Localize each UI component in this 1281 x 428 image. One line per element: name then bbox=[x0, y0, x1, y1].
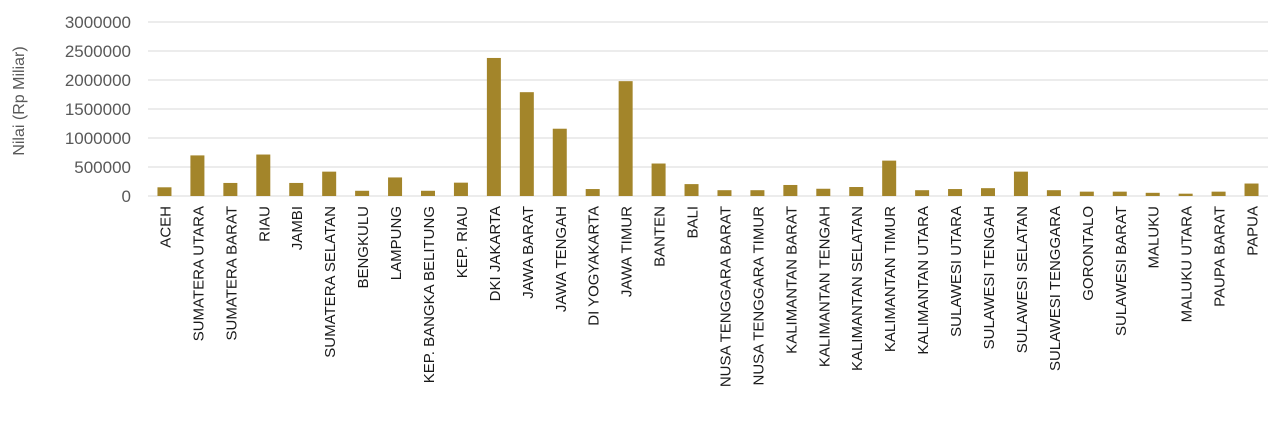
x-tick-label: NUSA TENGGARA TIMUR bbox=[750, 206, 767, 386]
bar bbox=[750, 190, 765, 196]
bar bbox=[816, 188, 831, 196]
y-axis-title: Nilai (Rp Miliar) bbox=[11, 46, 28, 155]
bar bbox=[1211, 191, 1226, 196]
bar bbox=[1244, 183, 1259, 196]
x-tick-label: SULAWESI SELATAN bbox=[1014, 206, 1031, 353]
bar bbox=[157, 187, 172, 196]
bar bbox=[684, 184, 699, 196]
y-tick-label: 500000 bbox=[74, 158, 131, 177]
x-tick-label: KALIMANTAN TENGAH bbox=[816, 206, 833, 367]
bar bbox=[783, 184, 798, 196]
bar bbox=[519, 92, 534, 196]
x-tick-label: KEP. RIAU bbox=[454, 206, 471, 278]
x-tick-label: RIAU bbox=[256, 206, 273, 242]
bar bbox=[849, 187, 864, 196]
bar bbox=[453, 182, 468, 196]
x-tick-label: MALUKU bbox=[1146, 206, 1163, 269]
x-tick-label: LAMPUNG bbox=[388, 206, 405, 280]
bar bbox=[651, 163, 666, 196]
bar bbox=[717, 190, 732, 196]
x-tick-label: BENGKULU bbox=[355, 206, 372, 289]
x-tick-label: KALIMANTAN UTARA bbox=[915, 206, 932, 355]
x-tick-label: KALIMANTAN SELATAN bbox=[849, 206, 866, 371]
x-tick-label: SUMATERA BARAT bbox=[223, 206, 240, 340]
bars bbox=[157, 57, 1259, 197]
x-tick-label: SULAWESI TENGGARA bbox=[1047, 206, 1064, 371]
y-tick-label: 0 bbox=[122, 187, 131, 206]
bar bbox=[1046, 190, 1061, 196]
x-tick-label: JAWA TENGAH bbox=[553, 206, 570, 312]
x-tick-label: JAWA TIMUR bbox=[619, 206, 636, 297]
x-tick-label: NUSA TENGGARA BARAT bbox=[717, 206, 734, 387]
x-tick-label: ACEH bbox=[157, 206, 174, 248]
x-tick-label: SULAWESI TENGAH bbox=[981, 206, 998, 349]
bar bbox=[289, 182, 304, 196]
y-tick-label: 2000000 bbox=[65, 71, 131, 90]
bar bbox=[1013, 171, 1028, 196]
bar bbox=[882, 160, 897, 196]
x-tick-label: KEP. BANGKA BELITUNG bbox=[421, 206, 438, 383]
bar bbox=[618, 81, 633, 196]
y-tick-label: 2500000 bbox=[65, 42, 131, 61]
bar bbox=[1178, 193, 1193, 196]
bar bbox=[585, 189, 600, 196]
bar bbox=[1079, 191, 1094, 196]
x-tick-label: GORONTALO bbox=[1080, 206, 1097, 301]
bar bbox=[322, 171, 337, 196]
bar bbox=[915, 190, 930, 196]
bar bbox=[486, 57, 501, 197]
bar bbox=[256, 154, 271, 196]
x-tick-label: DI YOGYAKARTA bbox=[586, 206, 603, 326]
x-tick-label: BALI bbox=[685, 206, 702, 239]
x-tick-label: KALIMANTAN BARAT bbox=[783, 206, 800, 354]
x-tick-label: JAWA BARAT bbox=[520, 206, 537, 299]
bar bbox=[355, 190, 370, 196]
x-tick-label: SULAWESI BARAT bbox=[1113, 206, 1130, 336]
x-tick-label: BANTEN bbox=[652, 206, 669, 267]
y-tick-label: 3000000 bbox=[65, 13, 131, 32]
y-tick-label: 1500000 bbox=[65, 100, 131, 119]
y-tick-label: 1000000 bbox=[65, 129, 131, 148]
x-tick-label: PAPUA bbox=[1245, 206, 1262, 256]
x-tick-label: PAUPA BARAT bbox=[1212, 206, 1229, 307]
bar bbox=[421, 190, 435, 196]
x-tick-label: DKI JAKARTA bbox=[487, 206, 504, 301]
y-axis-ticks: 0 500000 1000000 1500000 2000000 2500000 30000… bbox=[65, 13, 131, 206]
x-tick-label: KALIMANTAN TIMUR bbox=[882, 206, 899, 352]
bar bbox=[552, 128, 567, 196]
x-tick-label: SULAWESI UTARA bbox=[948, 206, 965, 337]
bar bbox=[223, 182, 238, 196]
x-tick-label: MALUKU UTARA bbox=[1179, 206, 1196, 322]
x-axis-labels: ACEH SUMATERA UTARA SUMATERA BARAT RIAU JAMB… bbox=[157, 206, 1261, 387]
bar bbox=[1145, 192, 1160, 196]
bar bbox=[948, 189, 963, 196]
bar bbox=[981, 188, 995, 196]
x-tick-label: SUMATERA SELATAN bbox=[322, 206, 339, 358]
bar bbox=[190, 155, 205, 196]
bar bbox=[388, 177, 403, 196]
gridlines bbox=[148, 21, 1268, 197]
x-tick-label: SUMATERA UTARA bbox=[190, 206, 207, 341]
x-tick-label: JAMBI bbox=[289, 206, 306, 250]
bar bbox=[1112, 191, 1127, 196]
